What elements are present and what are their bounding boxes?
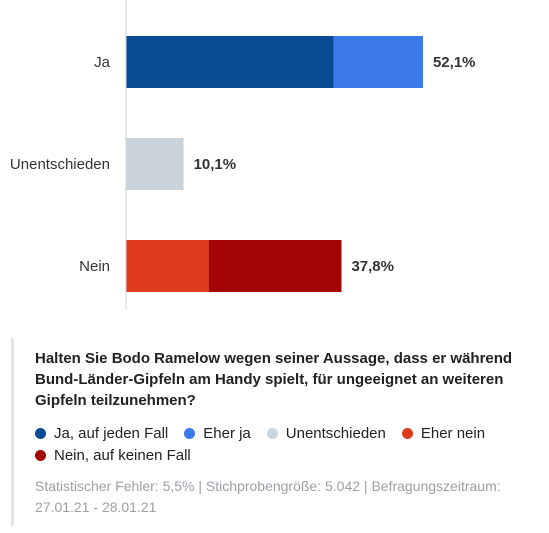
data-label: 37,8% (351, 258, 394, 275)
legend-dot-icon (401, 427, 413, 439)
legend-dot-icon (35, 449, 46, 461)
legend-label: Nein, auf keinen Fall (54, 446, 191, 464)
labels-group: Ja 52,1% Unentschieden 10,1% Nein 37,8% (10, 54, 476, 275)
bar-nein-series-4 (208, 240, 342, 292)
bar-ja-series-0 (126, 36, 334, 88)
survey-footer: Statistischer Fehler: 5,5% | Stichproben… (35, 478, 501, 515)
bars-group (126, 36, 423, 292)
question-panel: Halten Sie Bodo Ramelow wegen seiner Aus… (11, 338, 536, 526)
legend: Ja, auf jeden Fall Eher ja Unentschieden Eh… (35, 422, 535, 466)
legend-item: Nein, auf keinen Fall (35, 444, 191, 466)
legend-item: Ja, auf jeden Fall (35, 422, 168, 444)
bar-chart: Ja 52,1% Unentschieden 10,1% Nein 37,8% (10, 0, 476, 310)
legend-item: Eher ja (184, 422, 251, 444)
bar-unentschieden-series-2 (126, 138, 184, 190)
legend-dot-icon (35, 427, 46, 439)
question-text: Halten Sie Bodo Ramelow wegen seiner Aus… (35, 350, 513, 409)
legend-item: Unentschieden (266, 422, 386, 444)
data-label: 52,1% (433, 54, 476, 71)
data-label: 10,1% (194, 156, 237, 173)
legend-label: Eher ja (203, 424, 251, 442)
legend-dot-icon (184, 427, 196, 439)
legend-label: Eher nein (420, 424, 486, 442)
legend-dot-icon (266, 427, 278, 439)
legend-label: Ja, auf jeden Fall (54, 424, 169, 442)
legend-label: Unentschieden (285, 424, 386, 442)
bar-ja-series-1 (333, 36, 423, 88)
bar-nein-series-3 (126, 240, 209, 292)
category-label: Unentschieden (10, 156, 110, 173)
legend-item: Eher nein (401, 422, 486, 444)
category-label: Ja (94, 54, 111, 71)
category-label: Nein (79, 258, 110, 275)
